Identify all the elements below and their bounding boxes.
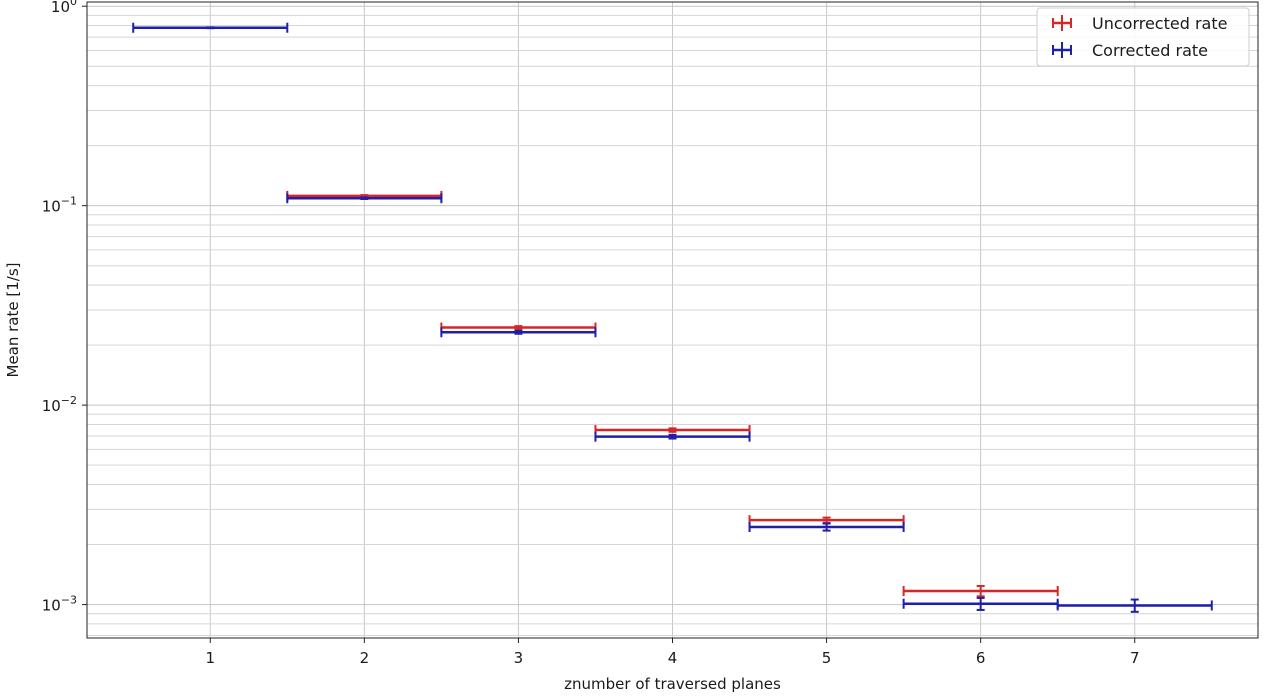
data-point (440, 327, 597, 338)
data-point (132, 22, 289, 33)
y-axis-label: Mean rate [1/s] (4, 263, 22, 378)
y-tick-label: 10−3 (42, 594, 77, 615)
x-tick-label: 7 (1130, 649, 1140, 667)
x-axis-label: znumber of traversed planes (564, 675, 781, 693)
y-axis-ticks: 100 10−1 10−2 10−3 (42, 0, 87, 615)
grid (87, 2, 1258, 638)
series-uncorrected (286, 190, 1059, 598)
plot-frame (86, 1, 1259, 639)
legend-entry: Uncorrected rate (1052, 14, 1227, 33)
x-axis-ticks: 1 2 3 4 5 6 7 (205, 638, 1140, 667)
legend-box (1036, 7, 1250, 67)
y-tick-label: 10−2 (42, 394, 77, 415)
x-tick-label: 4 (668, 649, 678, 667)
x-tick-label: 2 (360, 649, 370, 667)
x-tick-label: 3 (514, 649, 524, 667)
series (132, 22, 1213, 613)
data-point (286, 193, 443, 204)
data-point (1056, 598, 1213, 613)
x-tick-label: 1 (205, 649, 215, 667)
x-tick-label: 6 (976, 649, 986, 667)
y-tick-label: 10−1 (42, 195, 77, 216)
legend: Uncorrected rate Corrected rate (1036, 7, 1250, 67)
y-tick-label: 100 (51, 0, 77, 16)
x-tick-label: 5 (822, 649, 832, 667)
data-point (594, 431, 751, 442)
data-point (902, 584, 1059, 598)
legend-entry: Corrected rate (1052, 41, 1208, 60)
legend-label: Corrected rate (1092, 41, 1208, 60)
legend-label: Uncorrected rate (1092, 14, 1227, 33)
data-point (748, 521, 905, 532)
series-corrected (132, 22, 1213, 613)
